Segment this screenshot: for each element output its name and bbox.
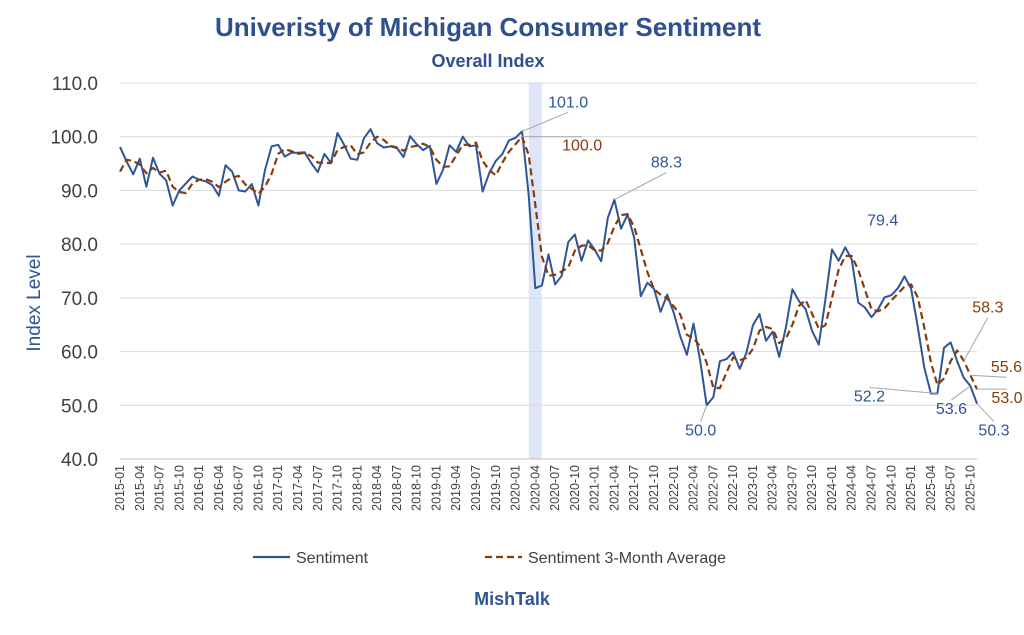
x-tick-label: 2016-07 xyxy=(232,465,246,511)
y-tick-label: 50.0 xyxy=(61,396,98,417)
legend-label-sentiment: Sentiment xyxy=(296,550,369,567)
x-tick-label: 2024-04 xyxy=(845,465,859,511)
annotation-leader xyxy=(521,111,569,132)
annotation-label: 53.0 xyxy=(991,390,1022,407)
x-tick-label: 2019-01 xyxy=(429,465,443,511)
annotation-leader xyxy=(963,317,989,361)
x-tick-label: 2025-07 xyxy=(944,465,958,511)
annotation-label: 53.6 xyxy=(936,401,967,418)
plot-area: 40.0 50.0 60.0 70.0 80.0 90.0 100.0 110.0 2015-0… xyxy=(50,74,1022,511)
x-tick-label: 2018-04 xyxy=(370,465,384,511)
x-tick-label: 2021-01 xyxy=(588,465,602,511)
x-tick-label: 2020-04 xyxy=(528,465,542,511)
x-tick-label: 2024-07 xyxy=(865,465,879,511)
annotation-leader xyxy=(951,385,971,401)
annotation-label: 50.0 xyxy=(685,422,716,439)
x-tick-label: 2021-04 xyxy=(607,465,621,511)
x-tick-label: 2025-04 xyxy=(924,465,938,511)
series-line-sentiment xyxy=(119,128,978,407)
x-tick-label: 2021-10 xyxy=(647,465,661,511)
x-tick-label: 2019-10 xyxy=(489,465,503,511)
chart-subtitle: Overall Index xyxy=(431,51,544,71)
y-tick-label: 70.0 xyxy=(61,289,98,310)
x-tick-label: 2015-04 xyxy=(133,465,147,511)
x-tick-label: 2021-07 xyxy=(627,465,641,511)
x-tick-label: 2017-01 xyxy=(271,465,285,511)
y-tick-label: 100.0 xyxy=(50,128,98,149)
credit-label: MishTalk xyxy=(474,589,551,609)
annotation-label: 52.2 xyxy=(854,388,885,405)
annotation-leader xyxy=(976,403,995,423)
annotation-label: 50.3 xyxy=(978,423,1009,440)
x-tick-label: 2020-07 xyxy=(548,465,562,511)
annotation-leader xyxy=(614,172,667,201)
x-tick-label: 2022-10 xyxy=(726,465,740,511)
series-line-3-month-average xyxy=(119,135,978,390)
x-tick-label: 2022-01 xyxy=(667,465,681,511)
annotation-label: 55.6 xyxy=(991,359,1022,376)
x-tick-label: 2023-04 xyxy=(766,465,780,511)
x-tick-label: 2025-01 xyxy=(904,465,918,511)
chart-title: Univeristy of Michigan Consumer Sentimen… xyxy=(215,12,761,42)
y-tick-label: 40.0 xyxy=(61,450,98,471)
y-axis-label: Index Level xyxy=(24,254,45,351)
x-tick-label: 2018-10 xyxy=(410,465,424,511)
x-tick-label: 2017-10 xyxy=(331,465,345,511)
y-tick-label: 80.0 xyxy=(61,235,98,256)
annotation-label: 101.0 xyxy=(548,94,588,111)
x-tick-label: 2024-10 xyxy=(884,465,898,511)
x-tick-label: 2020-01 xyxy=(509,465,523,511)
x-tick-label: 2017-07 xyxy=(311,465,325,511)
x-tick-label: 2025-10 xyxy=(963,465,977,511)
annotation-label: 88.3 xyxy=(651,155,682,172)
x-tick-label: 2016-10 xyxy=(251,465,265,511)
x-tick-label: 2022-04 xyxy=(687,465,701,511)
y-tick-label: 90.0 xyxy=(61,181,98,202)
y-tick-label: 110.0 xyxy=(52,74,98,95)
x-tick-label: 2017-04 xyxy=(291,465,305,511)
x-tick-label: 2023-01 xyxy=(746,465,760,511)
annotation-leader xyxy=(869,386,938,394)
x-tick-label: 2024-01 xyxy=(825,465,839,511)
x-tick-label: 2015-01 xyxy=(113,465,127,511)
annotation-label: 79.4 xyxy=(867,212,898,229)
x-tick-label: 2016-01 xyxy=(192,465,206,511)
annotation-leader xyxy=(970,374,1007,378)
x-tick-label: 2015-07 xyxy=(153,465,167,511)
y-tick-label: 60.0 xyxy=(61,343,98,364)
x-tick-label: 2019-04 xyxy=(449,465,463,511)
legend: Sentiment Sentiment 3-Month Average xyxy=(253,550,726,567)
annotation-label: 58.3 xyxy=(972,300,1003,317)
x-tick-label: 2020-10 xyxy=(568,465,582,511)
x-tick-label: 2016-04 xyxy=(212,465,226,511)
x-tick-label: 2018-01 xyxy=(350,465,364,511)
annotation-label: 100.0 xyxy=(562,138,602,155)
x-tick-label: 2019-07 xyxy=(469,465,483,511)
x-tick-label: 2022-07 xyxy=(706,465,720,511)
legend-label-average: Sentiment 3-Month Average xyxy=(528,550,726,567)
x-tick-label: 2023-10 xyxy=(805,465,819,511)
shaded-period xyxy=(528,83,542,459)
x-tick-label: 2018-07 xyxy=(390,465,404,511)
x-tick-label: 2015-10 xyxy=(172,465,186,511)
annotation-leader xyxy=(700,405,708,422)
x-tick-label: 2023-07 xyxy=(785,465,799,511)
